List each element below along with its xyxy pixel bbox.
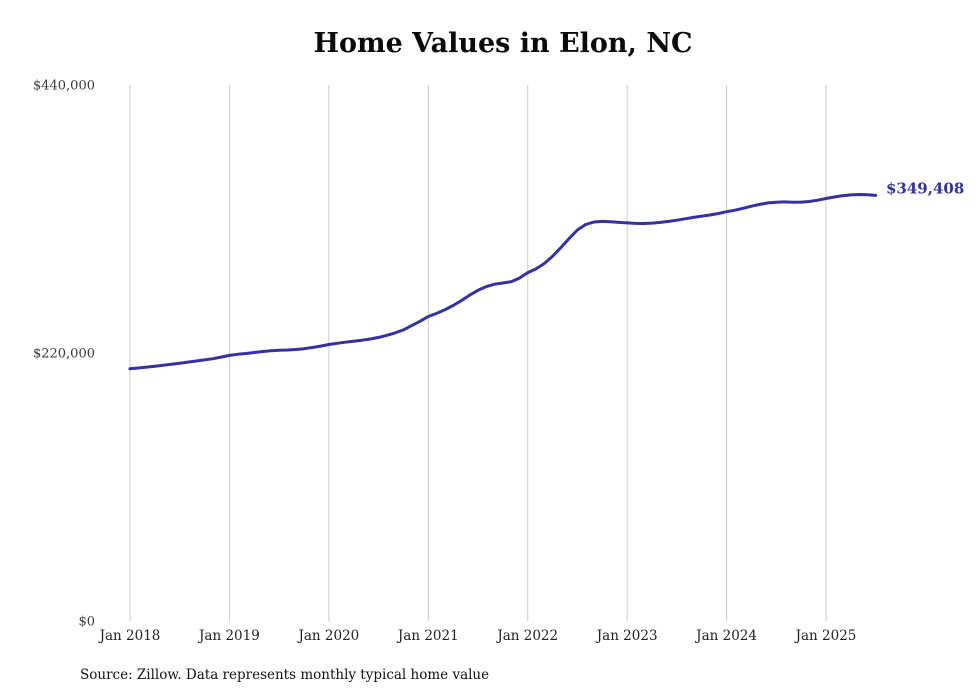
x-tick-label: Jan 2024 (694, 628, 757, 644)
x-axis-labels: Jan 2018 Jan 2019 Jan 2020 Jan 2021 Jan 2022… (98, 628, 857, 644)
x-tick-label: Jan 2020 (296, 628, 359, 644)
y-axis-labels: $0 $220,000 $440,000 (33, 79, 95, 630)
x-tick-label: Jan 2025 (794, 628, 857, 644)
gridlines (129, 85, 827, 621)
source-note: Source: Zillow. Data represents monthly … (80, 667, 490, 683)
x-tick-label: Jan 2021 (396, 628, 459, 644)
y-tick-label: $440,000 (33, 79, 95, 94)
x-tick-label: Jan 2018 (98, 628, 161, 644)
x-tick-label: Jan 2023 (595, 628, 658, 644)
x-tick-label: Jan 2022 (495, 628, 558, 644)
x-tick-label: Jan 2019 (197, 628, 260, 644)
end-value-label: $349,408 (886, 179, 964, 197)
y-tick-label: $0 (78, 615, 95, 630)
y-tick-label: $220,000 (33, 347, 95, 362)
chart-title: Home Values in Elon, NC (313, 28, 693, 59)
value-line (128, 193, 878, 371)
